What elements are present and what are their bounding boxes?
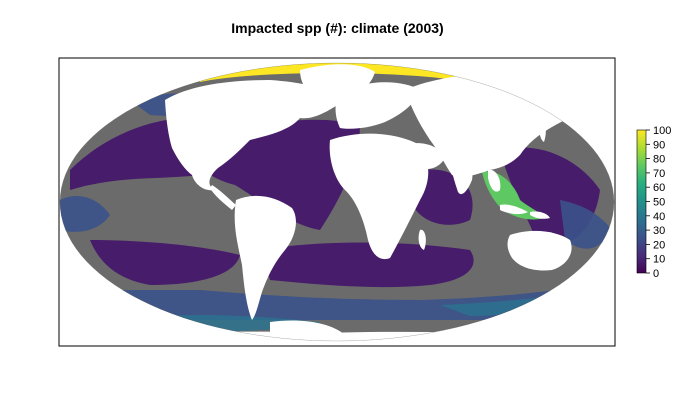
legend-tick-label: 80 [653, 154, 665, 166]
legend-tick-label: 90 [653, 139, 665, 151]
legend-tick-label: 60 [653, 182, 665, 194]
legend-tick-label: 30 [653, 225, 665, 237]
globe-outline [59, 62, 615, 342]
legend-tick-label: 20 [653, 239, 665, 251]
globe [60, 63, 614, 341]
legend-tick-label: 70 [653, 168, 665, 180]
legend-tick-label: 40 [653, 211, 665, 223]
legend-tick-label: 0 [653, 268, 659, 280]
legend-ticks: 0 10 20 30 40 50 60 70 80 90 100 [646, 125, 671, 280]
legend-tick-label: 100 [653, 125, 671, 137]
map-title: Impacted spp (#): climate (2003) [231, 20, 444, 36]
legend-tick-label: 10 [653, 254, 665, 266]
legend-colorbar [636, 129, 647, 274]
legend-tick-label: 50 [653, 197, 665, 209]
